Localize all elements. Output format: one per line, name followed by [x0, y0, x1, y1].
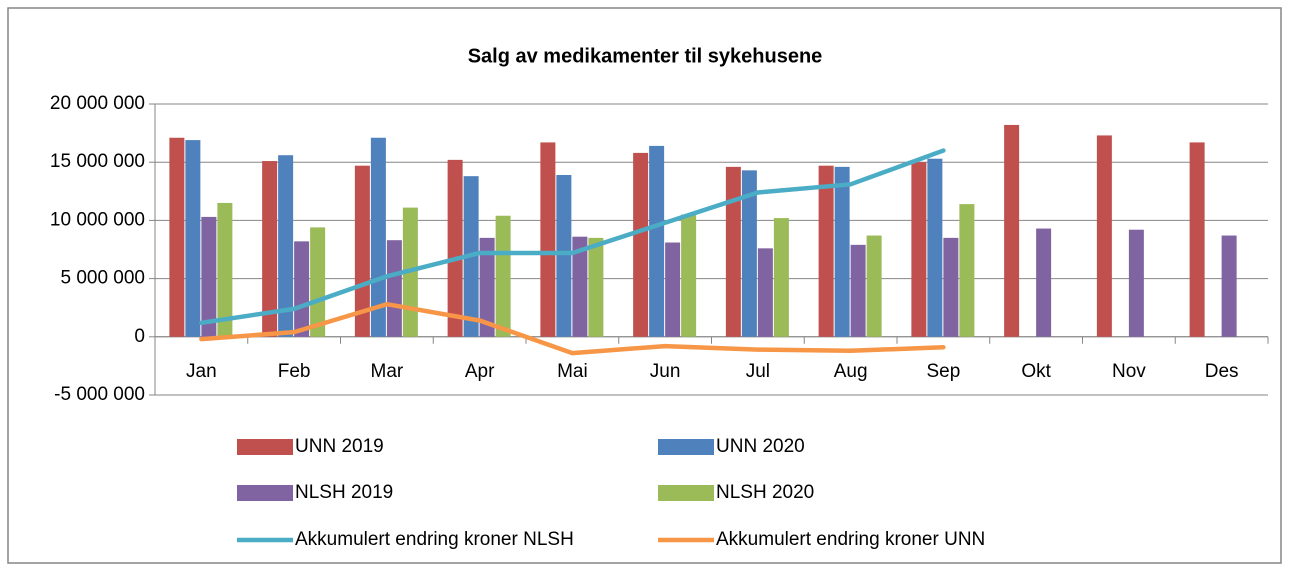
x-tick-label: Jul — [746, 361, 770, 382]
bar — [681, 214, 697, 337]
x-tick-label: Jun — [650, 361, 681, 382]
bar — [278, 155, 294, 337]
bar — [757, 248, 773, 337]
bar — [572, 236, 588, 337]
x-tick-label: Feb — [278, 361, 311, 382]
bar — [479, 237, 495, 337]
bar — [1128, 229, 1144, 337]
legend-label: UNN 2020 — [716, 436, 805, 457]
bar — [927, 158, 943, 337]
bar — [447, 159, 463, 337]
y-tick-label: 5 000 000 — [60, 268, 145, 289]
bar — [540, 142, 556, 337]
legend-label: NLSH 2019 — [295, 482, 393, 503]
bar — [834, 166, 850, 337]
y-tick-label: 20 000 000 — [50, 93, 145, 114]
y-tick-label: -5 000 000 — [54, 384, 145, 405]
legend-label: Akkumulert endring kroner NLSH — [295, 529, 574, 550]
line — [199, 148, 946, 326]
line — [199, 301, 946, 356]
bar — [294, 241, 310, 337]
bar — [1004, 124, 1020, 337]
x-tick-label: Nov — [1112, 361, 1146, 382]
legend-label: NLSH 2020 — [716, 482, 814, 503]
bar — [354, 165, 370, 337]
bar — [773, 218, 789, 337]
bar — [943, 237, 959, 337]
bar — [370, 137, 386, 337]
x-tick-label: Okt — [1021, 361, 1051, 382]
legend-swatch — [237, 439, 293, 455]
x-tick-label: Des — [1205, 361, 1239, 382]
bar — [310, 227, 326, 337]
x-tick-label: Sep — [926, 361, 960, 382]
bar — [911, 162, 927, 337]
bar — [185, 140, 201, 337]
y-tick-label: 15 000 000 — [50, 151, 145, 172]
bar — [262, 161, 278, 337]
legend-swatch — [237, 485, 293, 501]
bar — [866, 235, 882, 337]
bar — [850, 244, 866, 337]
bar — [1036, 228, 1052, 337]
bar — [386, 240, 402, 337]
legend-swatch — [658, 485, 714, 501]
bar — [1096, 135, 1112, 337]
bar — [201, 216, 217, 337]
bar — [633, 152, 649, 337]
bar — [818, 165, 834, 337]
x-tick-label: Jan — [186, 361, 217, 382]
x-tick-label: Aug — [834, 361, 868, 382]
bar — [1221, 235, 1237, 337]
bar — [495, 215, 511, 337]
x-tick-label: Mar — [371, 361, 404, 382]
bar — [1189, 142, 1205, 337]
bar — [588, 237, 604, 337]
legend-swatch — [658, 439, 714, 455]
x-tick-label: Apr — [465, 361, 495, 382]
bar — [665, 242, 681, 337]
y-tick-label: 0 — [134, 326, 145, 347]
bar — [649, 145, 665, 337]
x-tick-label: Mai — [557, 361, 588, 382]
legend-label: Akkumulert endring kroner UNN — [716, 529, 985, 550]
bar — [556, 175, 572, 337]
y-tick-label: 10 000 000 — [50, 209, 145, 230]
chart-title: Salg av medikamenter til sykehusene — [468, 45, 823, 67]
bar — [959, 204, 975, 337]
bar — [169, 137, 185, 337]
bar — [725, 166, 741, 337]
bar — [741, 170, 757, 337]
bar — [217, 202, 233, 337]
legend-label: UNN 2019 — [295, 436, 384, 457]
